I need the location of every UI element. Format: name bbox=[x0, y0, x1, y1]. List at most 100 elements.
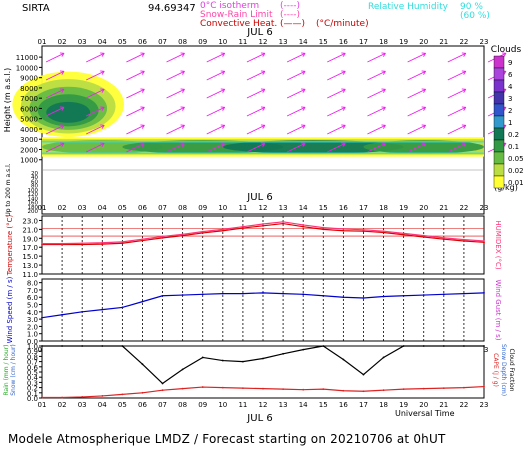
height-tick: 6000 bbox=[20, 105, 38, 113]
hour-label: 10 bbox=[218, 401, 227, 409]
hour-label: 19 bbox=[399, 401, 408, 409]
series-point bbox=[422, 294, 425, 296]
station-name: SIRTA bbox=[22, 3, 50, 14]
wind-arrow-shaft bbox=[45, 52, 65, 63]
lowlevel-tick: 80 bbox=[31, 184, 38, 190]
hour-label: 06 bbox=[138, 204, 147, 212]
hour-label: 06 bbox=[138, 401, 147, 409]
wind-arrow-head bbox=[141, 107, 145, 111]
temperature-y-ticks: 23.021.019.017.015.013.011.0 bbox=[22, 217, 42, 279]
colorbar-label: 0.2 bbox=[508, 131, 519, 139]
wind-y-ticks: 8.07.06.05.04.03.02.01.00.0 bbox=[27, 280, 42, 346]
hour-label: 09 bbox=[198, 204, 207, 212]
height-tick: 9000 bbox=[20, 75, 38, 83]
hour-label: 03 bbox=[78, 204, 87, 212]
series-point bbox=[442, 236, 445, 239]
hour-label: 20 bbox=[419, 38, 428, 46]
height-axis-label: Height (m a.s.l.) bbox=[3, 68, 12, 133]
hour-label: 03 bbox=[78, 401, 87, 409]
wind-arrow-head bbox=[262, 71, 266, 75]
series-point bbox=[442, 387, 445, 390]
series-point bbox=[181, 387, 184, 390]
wind-arrow-head bbox=[382, 53, 386, 57]
wind-arrow-head bbox=[61, 107, 65, 111]
legend-unit: (°C/minute) bbox=[316, 19, 369, 29]
wind-arrow-head bbox=[423, 143, 427, 147]
series-point bbox=[362, 297, 365, 299]
wind-arrow-head bbox=[141, 89, 145, 93]
series-point bbox=[81, 243, 84, 246]
y-tick: 2.0 bbox=[27, 323, 38, 331]
wind-arrow-shaft bbox=[327, 88, 346, 99]
date-label-top: JUL 6 bbox=[246, 27, 272, 38]
wind-arrow-shaft bbox=[85, 124, 105, 135]
universal-time-label: Universal Time bbox=[395, 409, 455, 418]
colorbar-label: 3 bbox=[508, 95, 512, 103]
hour-label: 21 bbox=[439, 38, 448, 46]
wind-arrow-shaft bbox=[166, 106, 185, 117]
wind-arrow-shaft bbox=[407, 106, 426, 117]
wind-arrow-shaft bbox=[447, 124, 467, 135]
rain-axis-label: Rain (mm / hour) bbox=[3, 344, 10, 395]
wind-panel: 8.07.06.05.04.03.02.01.00.0 Wind Speed (… bbox=[6, 276, 502, 346]
series-point bbox=[161, 236, 164, 239]
wind-arrow-shaft bbox=[126, 70, 145, 81]
series-point bbox=[382, 356, 385, 359]
wind-arrow-shaft bbox=[126, 106, 145, 117]
series-point bbox=[483, 291, 485, 294]
lowlevel-tick: 180 bbox=[28, 205, 39, 211]
series-point bbox=[141, 238, 144, 241]
colorbar-label: 9 bbox=[508, 59, 512, 67]
series-point bbox=[442, 238, 445, 241]
series-point bbox=[262, 223, 264, 225]
series-point bbox=[221, 228, 224, 231]
wind-arrow-head bbox=[302, 107, 306, 111]
y-tick: 8.0 bbox=[27, 280, 38, 288]
series-point bbox=[61, 345, 63, 347]
wind-series bbox=[41, 291, 485, 319]
series-point bbox=[181, 233, 184, 236]
legend-left: 0°C isotherm (----) Snow-Rain Limit (----)C… bbox=[200, 1, 369, 29]
colorbar-label: 0.01 bbox=[508, 179, 524, 187]
wind-arrow-head bbox=[342, 143, 346, 147]
wind-arrow-head bbox=[141, 53, 145, 57]
wind-arrow-head bbox=[342, 125, 346, 129]
height-tick: 1000 bbox=[20, 157, 38, 165]
y-tick: 0.0 bbox=[27, 338, 38, 346]
snow-axis-label: Snow (cm / hour) bbox=[10, 344, 17, 396]
colorbar-label: 1 bbox=[508, 119, 512, 127]
rain-y-ticks: 1.00.90.80.70.60.50.40.30.20.10.0 bbox=[27, 343, 42, 403]
hour-label: 10 bbox=[218, 204, 227, 212]
wind-arrow-head bbox=[101, 71, 105, 75]
hour-label: 22 bbox=[459, 401, 468, 409]
wind-arrow-shaft bbox=[447, 106, 467, 117]
series-point bbox=[382, 231, 385, 234]
hour-label: 13 bbox=[279, 204, 288, 212]
cloud-y-ticks: 11000 10000 9000 8000 7000 6000 5000 4000 3000 20… bbox=[16, 54, 484, 215]
wind-arrow-shaft bbox=[126, 52, 145, 63]
hour-label: 22 bbox=[459, 38, 468, 46]
wind-arrow-shaft bbox=[206, 106, 225, 117]
series-point bbox=[442, 345, 445, 347]
series-point bbox=[322, 388, 325, 391]
series-point bbox=[422, 234, 425, 237]
series-point bbox=[422, 236, 425, 238]
wind-arrow-head bbox=[181, 125, 185, 129]
lowlevel-tick: 120 bbox=[28, 192, 39, 198]
wind-arrow-shaft bbox=[327, 70, 346, 81]
hour-label: 06 bbox=[138, 38, 147, 46]
series-point bbox=[483, 345, 485, 347]
wind-arrow-head bbox=[61, 125, 65, 129]
series-point bbox=[262, 387, 264, 390]
colorbar-title: Clouds bbox=[491, 45, 522, 55]
wind-arrow-shaft bbox=[126, 88, 145, 99]
series-point bbox=[342, 296, 345, 299]
wind-arrow-head bbox=[302, 53, 306, 57]
cloud-layers bbox=[12, 71, 484, 157]
series-point bbox=[242, 387, 244, 390]
hour-label: 23 bbox=[480, 401, 489, 409]
wind-arrow-head bbox=[423, 71, 427, 75]
rain-panel-frame bbox=[41, 345, 485, 399]
series-point bbox=[221, 386, 224, 389]
series-point bbox=[483, 240, 485, 242]
